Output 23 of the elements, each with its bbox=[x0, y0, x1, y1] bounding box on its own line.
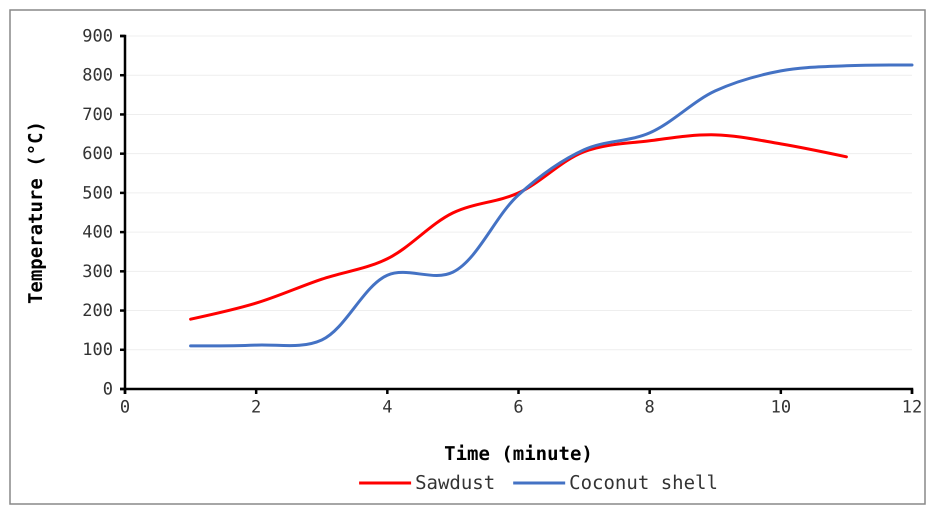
x-tick-label: 8 bbox=[644, 397, 655, 418]
y-tick-label: 400 bbox=[82, 222, 113, 243]
x-tick-label: 0 bbox=[120, 397, 130, 418]
legend-label: Sawdust bbox=[415, 472, 496, 494]
y-tick-label: 500 bbox=[82, 183, 113, 204]
x-tick-label: 2 bbox=[251, 397, 262, 418]
y-tick-label: 700 bbox=[82, 104, 113, 125]
line-series bbox=[189, 64, 914, 348]
y-tick-label: 0 bbox=[102, 379, 113, 400]
y-tick-label: 900 bbox=[82, 26, 113, 46]
x-axis-title: Time (minute) bbox=[444, 443, 593, 465]
x-tick-label: 6 bbox=[513, 397, 524, 418]
x-tick-label: 12 bbox=[902, 397, 922, 418]
y-axis-title: Temperature (°C) bbox=[25, 120, 47, 304]
y-tick-label: 300 bbox=[82, 262, 113, 282]
line-series bbox=[189, 133, 848, 321]
legend-label: Coconut shell bbox=[569, 472, 718, 494]
y-tick-label: 800 bbox=[82, 66, 113, 86]
y-tick-label: 100 bbox=[82, 340, 113, 360]
x-tick-label: 10 bbox=[770, 397, 792, 418]
y-tick-label: 200 bbox=[82, 300, 113, 321]
y-tick-label: 600 bbox=[82, 144, 113, 164]
x-tick-label: 4 bbox=[382, 397, 392, 418]
